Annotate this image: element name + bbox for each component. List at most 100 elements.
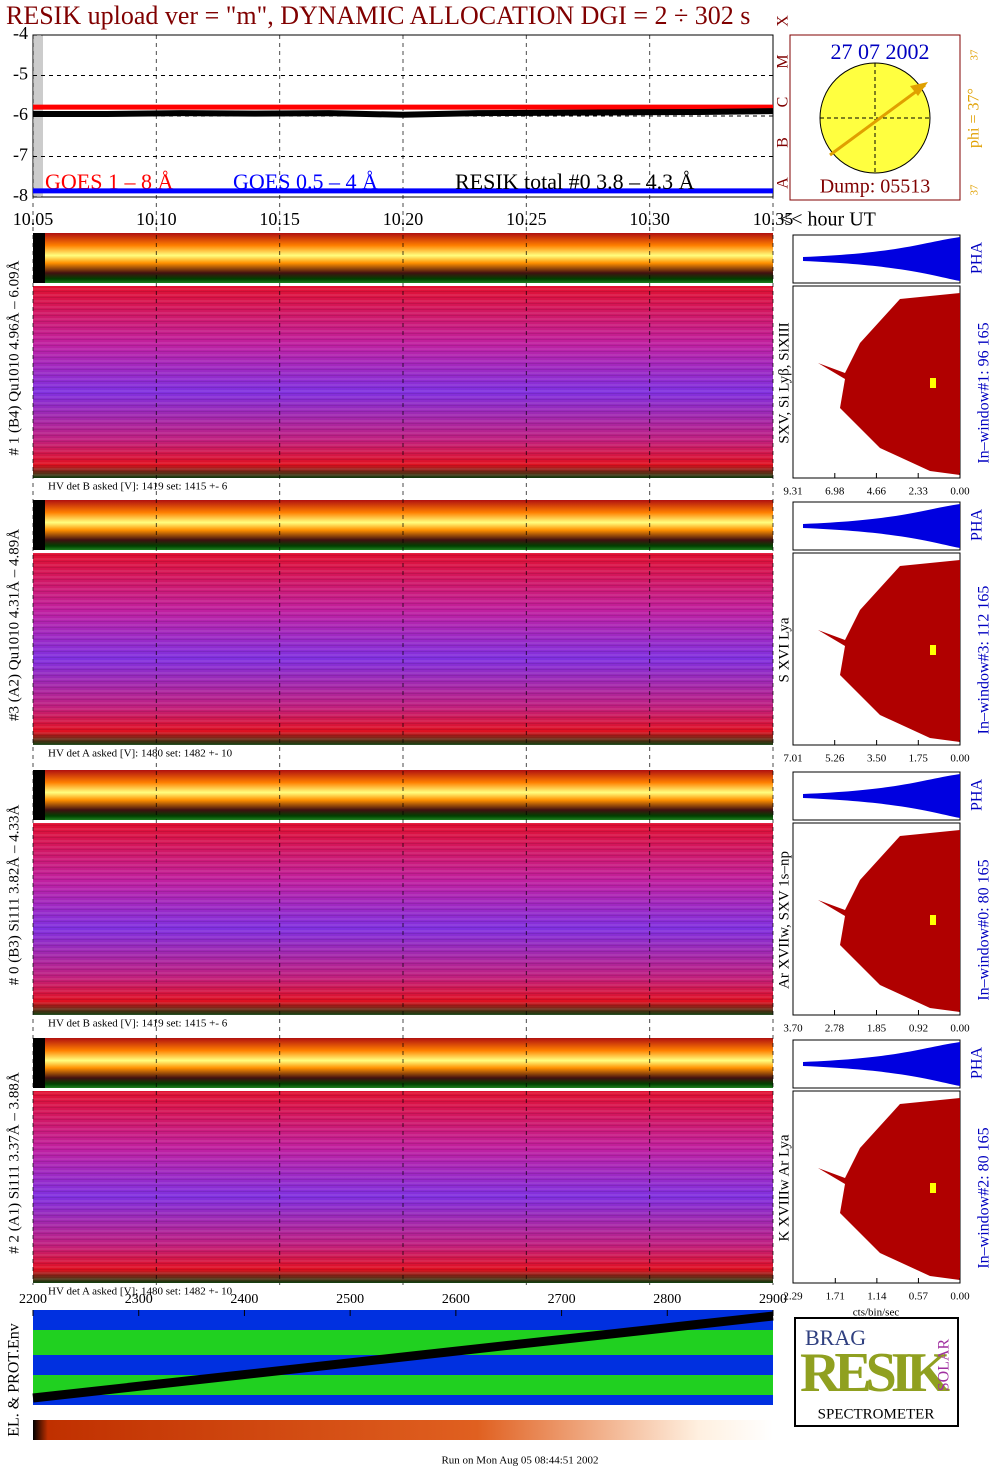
- hist-tick-label: 3.50: [867, 753, 887, 765]
- hist-tick-label: 0.00: [950, 1023, 970, 1035]
- env-tick-label: 2800: [653, 1292, 681, 1307]
- phi-n: 37: [969, 184, 981, 196]
- y-tick-label: -4: [13, 23, 28, 43]
- color-strip: [33, 1420, 773, 1440]
- band-edge: [33, 770, 45, 820]
- band-edge: [33, 500, 45, 550]
- env-tick-label: 2200: [19, 1292, 47, 1307]
- y-tick-label: -6: [13, 104, 28, 124]
- hist-marker: [930, 1183, 936, 1193]
- logo-main: RESIK: [800, 1342, 950, 1404]
- line-label: S XVI Lya: [776, 617, 792, 682]
- line-label: SXV, Si Lyβ, SiXIII: [776, 322, 792, 443]
- hist-tick-label: 2.78: [825, 1023, 845, 1035]
- env-tick-label: 2700: [548, 1292, 576, 1307]
- sun-date: 27 07 2002: [831, 39, 930, 64]
- panel-label: #3 (A2) Qu1010 4.31Å – 4.89Å: [6, 529, 22, 721]
- window-label: In–window#3: 112 165: [976, 586, 993, 735]
- hv-text: HV det B asked [V]: 1419 set: 1415 +- 6: [48, 481, 228, 493]
- class-letter: M: [775, 54, 792, 68]
- logo-side: SOLAR: [936, 1338, 953, 1391]
- hist-tick-label: 1.85: [867, 1023, 887, 1035]
- line-label: K XVIIIw Ar Lya: [776, 1134, 792, 1241]
- hist-tick-label: 2.29: [783, 1291, 803, 1303]
- env-trace: [32, 1311, 774, 1403]
- hist-tick-label: 3.70: [783, 1023, 803, 1035]
- legend-entry: GOES 0.5 – 4 Å: [233, 169, 378, 194]
- band-edge: [33, 1038, 45, 1088]
- env-tick-label: 2900: [759, 1292, 787, 1307]
- sun-frame: [789, 34, 961, 201]
- hist-tick-label: 0.92: [909, 1023, 928, 1035]
- pha-label: PHA: [969, 779, 986, 811]
- window-label: In–window#0: 80 165: [976, 859, 993, 1000]
- env-tick-label: 2300: [125, 1292, 153, 1307]
- env-label: EL. & PROT.Env: [6, 1323, 23, 1436]
- hist-shape: [818, 1098, 960, 1280]
- hist-tick-label: 1.14: [867, 1291, 887, 1303]
- title: RESIK upload ver = "m", DYNAMIC ALLOCATI…: [6, 1, 750, 30]
- pha-label: PHA: [969, 509, 986, 541]
- x-axis-label: << hour UT: [780, 209, 876, 231]
- series-line: [33, 108, 774, 118]
- env-tick-label: 2500: [336, 1292, 364, 1307]
- env-tick-label: 2400: [230, 1292, 258, 1307]
- hist-marker: [930, 645, 936, 655]
- hist-tick-label: 6.98: [825, 486, 845, 498]
- env-band: [33, 1330, 773, 1355]
- hist-tick-label: 0.00: [950, 753, 970, 765]
- hist-tick-label: 5.26: [825, 753, 845, 765]
- line-label: Ar XVIIw, SXV 1s–np: [776, 851, 792, 989]
- legend-entry: RESIK total #0 3.8 – 4.3 Å: [455, 169, 695, 194]
- pha-shape: [803, 1042, 960, 1086]
- hist-tick-label: 9.31: [783, 486, 802, 498]
- env-tick-label: 2600: [442, 1292, 470, 1307]
- logo-top: BRAG: [805, 1325, 866, 1350]
- pha-shape: [803, 237, 960, 281]
- hist-tick-label: 7.01: [783, 753, 802, 765]
- footer: Run on Mon Aug 05 08:44:51 2002: [441, 1455, 598, 1467]
- hv-text: HV det B asked [V]: 1419 set: 1415 +- 6: [48, 1018, 228, 1030]
- panel-label: # 0 (B3) Si111 3.82Å – 4.33Å: [6, 805, 22, 986]
- spectrogram-texture: [33, 553, 773, 745]
- sun-arrow: [829, 83, 926, 157]
- hist-shape: [818, 560, 960, 742]
- hist-tick-label: 1.71: [826, 1291, 845, 1303]
- phi-n: 37: [969, 49, 981, 61]
- hist-unit: cts/bin/sec: [853, 1307, 900, 1319]
- panel-label: # 2 (A1) Si111 3.37Å – 3.88Å: [6, 1072, 22, 1254]
- hist-marker: [930, 915, 936, 925]
- hist-tick-label: 4.66: [867, 486, 887, 498]
- arrow-head: [910, 82, 928, 96]
- hist-tick-label: 0.00: [950, 486, 970, 498]
- pha-label: PHA: [969, 1047, 986, 1079]
- class-letter: C: [775, 97, 792, 108]
- panel-label: # 1 (B4) Qu1010 4.96Å – 6.09Å: [6, 260, 22, 455]
- hist-shape: [818, 830, 960, 1012]
- class-letter: X: [775, 15, 792, 27]
- hist-marker: [930, 378, 936, 388]
- phi: phi = 37°: [966, 88, 983, 148]
- y-tick-label: -7: [13, 145, 28, 165]
- hist-tick-label: 1.75: [909, 753, 929, 765]
- y-tick-label: -8: [13, 185, 28, 205]
- hist-tick-label: 0.57: [909, 1291, 929, 1303]
- window-label: In–window#2: 80 165: [976, 1127, 993, 1268]
- logo-frame: [794, 1317, 959, 1427]
- hist-tick-label: 2.33: [909, 486, 929, 498]
- hv-text: HV det A asked [V]: 1480 set: 1482 +- 10: [48, 1286, 233, 1298]
- hv-text: HV det A asked [V]: 1480 set: 1482 +- 10: [48, 748, 233, 760]
- pha-label: PHA: [969, 242, 986, 274]
- pha-shape: [803, 774, 960, 818]
- pha-shape: [803, 504, 960, 548]
- band-edge: [33, 233, 45, 283]
- spectrum-band: [33, 233, 773, 283]
- dump: Dump: 05513: [820, 176, 931, 198]
- class-letter: A: [775, 177, 792, 189]
- hist-shape: [818, 293, 960, 475]
- logo-bottom: SPECTROMETER: [818, 1406, 935, 1422]
- hist-tick-label: 0.00: [950, 1291, 970, 1303]
- window-label: In–window#1: 96 165: [976, 322, 993, 463]
- y-tick-label: -5: [13, 64, 28, 84]
